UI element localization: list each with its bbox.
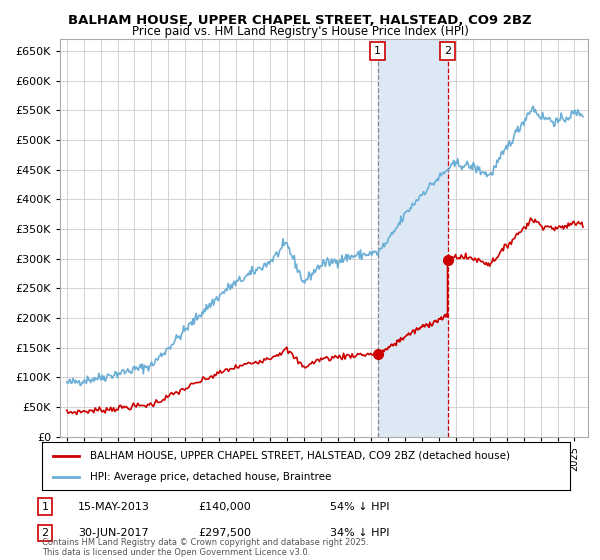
Text: 15-MAY-2013: 15-MAY-2013 (78, 502, 150, 512)
Text: Contains HM Land Registry data © Crown copyright and database right 2025.
This d: Contains HM Land Registry data © Crown c… (42, 538, 368, 557)
Text: 30-JUN-2017: 30-JUN-2017 (78, 528, 149, 538)
Text: £140,000: £140,000 (198, 502, 251, 512)
Text: £297,500: £297,500 (198, 528, 251, 538)
Text: 2: 2 (41, 528, 49, 538)
Text: BALHAM HOUSE, UPPER CHAPEL STREET, HALSTEAD, CO9 2BZ: BALHAM HOUSE, UPPER CHAPEL STREET, HALST… (68, 14, 532, 27)
Text: 1: 1 (41, 502, 49, 512)
Text: 2: 2 (444, 46, 451, 56)
Text: BALHAM HOUSE, UPPER CHAPEL STREET, HALSTEAD, CO9 2BZ (detached house): BALHAM HOUSE, UPPER CHAPEL STREET, HALST… (89, 451, 509, 461)
Text: HPI: Average price, detached house, Braintree: HPI: Average price, detached house, Brai… (89, 472, 331, 482)
Text: 34% ↓ HPI: 34% ↓ HPI (330, 528, 389, 538)
Text: 1: 1 (374, 46, 381, 56)
Text: Price paid vs. HM Land Registry's House Price Index (HPI): Price paid vs. HM Land Registry's House … (131, 25, 469, 38)
Bar (377, 39, 448, 437)
Text: 54% ↓ HPI: 54% ↓ HPI (330, 502, 389, 512)
